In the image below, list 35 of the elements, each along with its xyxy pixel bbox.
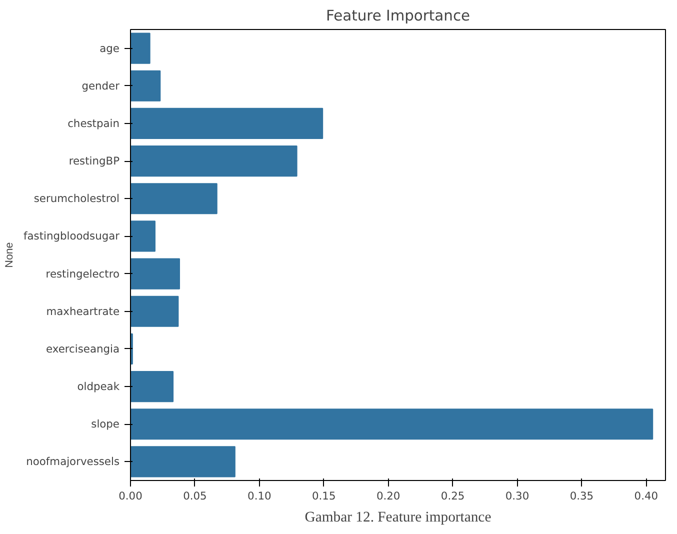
y-tick-label: oldpeak xyxy=(77,380,120,394)
bar xyxy=(130,371,174,402)
chart-title: Feature Importance xyxy=(326,8,470,24)
x-tick-label: 0.35 xyxy=(570,490,594,502)
bar xyxy=(130,408,654,440)
x-tick-label: 0.25 xyxy=(440,490,465,502)
y-tick-label: age xyxy=(100,42,120,55)
bar xyxy=(130,32,150,64)
x-tick-label: 0.10 xyxy=(248,490,272,502)
y-tick-label: chestpain xyxy=(68,116,120,130)
x-tick-label: 0.00 xyxy=(118,490,143,502)
y-tick-label: exerciseangia xyxy=(46,342,120,356)
x-tick-label: 0.15 xyxy=(312,490,336,502)
bar xyxy=(130,220,156,252)
y-tick-label: noofmajorvessels xyxy=(26,455,120,468)
bar xyxy=(130,183,218,214)
y-tick-label: fastingbloodsugar xyxy=(24,230,120,243)
x-tick-label: 0.20 xyxy=(376,490,400,502)
y-tick-label: gender xyxy=(82,79,120,92)
y-axis-title: None xyxy=(4,242,16,268)
x-tick-label: 0.30 xyxy=(505,490,530,502)
bar xyxy=(130,296,179,327)
bar xyxy=(130,108,324,139)
bar xyxy=(130,446,236,478)
x-tick-label: 0.05 xyxy=(183,490,207,502)
y-tick-label: restingelectro xyxy=(46,267,120,280)
bar xyxy=(130,258,180,290)
y-tick-label: serumcholestrol xyxy=(34,192,120,206)
bar xyxy=(130,70,161,102)
y-tick-label: maxheartrate xyxy=(46,304,120,318)
x-tick-label: 0.40 xyxy=(634,490,658,502)
text: Gambar 12. Feature importance xyxy=(304,510,492,526)
y-tick-label: slope xyxy=(91,418,120,431)
bar xyxy=(130,146,298,177)
y-tick-label: restingBP xyxy=(68,154,120,168)
